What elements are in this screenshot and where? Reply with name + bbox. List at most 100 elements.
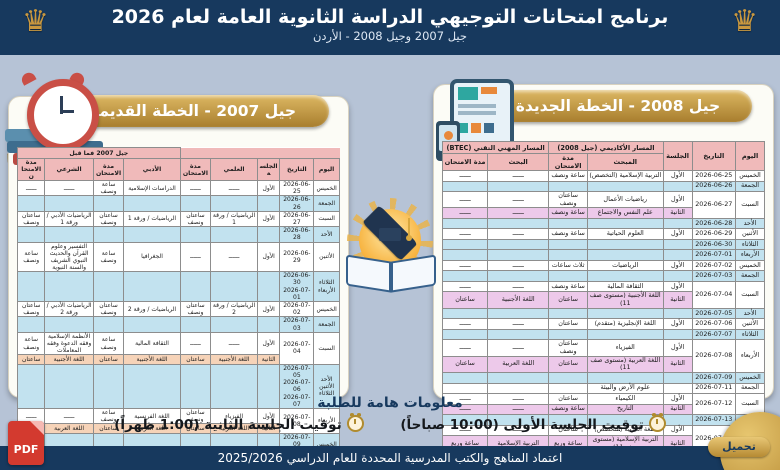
table-cell: الرياضيات / ورقة 2: [123, 300, 181, 318]
table-cell: 2026-07-07: [691, 328, 737, 341]
table-cell: ساعتان: [441, 355, 489, 374]
table-cell: الفيزياء: [210, 407, 258, 425]
table-cell: الجمعة: [313, 195, 340, 212]
table-cell: علوم الأرض والبيئة: [586, 382, 664, 394]
table-cell: اللغة الأجنبية: [210, 354, 258, 365]
table-cell: ساعتان ونصف: [548, 339, 588, 357]
table-cell: ساعتان: [548, 355, 588, 374]
table-row: الجمعة 2026-07-03: [16, 316, 340, 333]
table-cell: [123, 363, 181, 409]
table-cell: [441, 382, 489, 394]
table-cell: [586, 372, 664, 384]
table-row: الثانية التاريخ ساعة ونصف ــــــ ــــــ: [441, 403, 765, 415]
table-cell: 2026-06-30 2026-07-01: [279, 271, 315, 302]
table-cell: الأثنين: [735, 318, 765, 330]
table-cell: [16, 363, 46, 409]
table-cell: [441, 249, 489, 261]
table-cell: الثانية: [662, 291, 693, 309]
table-cell: الأحد: [735, 307, 765, 320]
column-header: المبحث: [586, 153, 664, 171]
column-header: جيل 2007 فما قبل: [17, 147, 181, 159]
table-cell: [210, 271, 258, 302]
table-cell: ــــــ: [210, 241, 258, 273]
table-cell: [256, 271, 281, 302]
table-cell: 2026-06-26: [691, 180, 737, 192]
table-cell: [123, 271, 181, 302]
table-cell: [586, 217, 664, 230]
table-cell: [487, 328, 550, 341]
table-cell: 2026-07-05: [691, 307, 737, 320]
table-cell: [16, 316, 46, 333]
crown-icon: ♛: [22, 4, 49, 39]
table-cell: رياضيات الأعمال: [586, 190, 664, 209]
table-cell: [441, 270, 489, 282]
table-cell: اللغة الفرنسية: [123, 407, 181, 425]
table-cell: الثانية: [662, 207, 693, 219]
pdf-file-icon[interactable]: PDF: [8, 421, 44, 465]
column-header: التاريخ: [279, 158, 315, 181]
table-cell: [441, 328, 489, 341]
graduation-logo-icon: [345, 198, 436, 294]
table-cell: الرياضيات الأدبي / ورقة 2: [44, 300, 94, 318]
table-row: الأربعاء 2026-07-08 الأول الفيزياء ساعتان ون…: [16, 407, 340, 434]
table-cell: الخميس: [735, 259, 765, 272]
table-cell: ــــــ: [487, 259, 550, 272]
table-cell: ساعة ونصف: [548, 170, 588, 182]
panel-gen-2008: جيل 2008 - الخطة الجديدة اليوم التاريخ الج…: [433, 79, 774, 453]
table-cell: [179, 363, 212, 409]
table-cell: ــــــ: [179, 241, 212, 273]
table-cell: ساعتان: [92, 354, 125, 365]
table-cell: [441, 307, 489, 320]
column-header: مدة الامتحان: [441, 153, 489, 171]
table-row: الجمعة 2026-06-26: [441, 180, 765, 192]
table-cell: ساعتان ونصف: [16, 300, 46, 318]
table-row: الأثنين 2026-06-29 الأول العلوم الحياتية ساع…: [441, 228, 765, 240]
table-cell: ــــــ: [487, 190, 550, 209]
table-cell: ــــــ: [487, 170, 550, 182]
table-cell: الخميس: [313, 300, 340, 318]
table-cell: [586, 180, 664, 192]
crown-icon: ♛: [731, 4, 758, 39]
table-cell: الأول: [256, 179, 281, 197]
table-cell: ساعتان: [16, 354, 46, 365]
table-cell: [548, 238, 588, 251]
table-cell: [662, 238, 693, 251]
table-cell: العلوم الحياتية: [586, 228, 664, 240]
table-cell: [441, 372, 489, 384]
table-cell: [256, 226, 281, 243]
table-cell: الأول: [662, 339, 693, 357]
table-row: الجمعة 2026-07-03: [441, 270, 765, 282]
table-cell: الجمعة: [735, 180, 765, 192]
table-cell: [586, 307, 664, 320]
table-row: الأحد 2026-07-05: [441, 307, 765, 320]
table-cell: الخميس: [735, 170, 765, 182]
table-cell: 2026-07-09: [691, 372, 737, 384]
header-row: المبحث مدة الامتحان البحث مدة الامتحان: [441, 153, 765, 171]
download-button[interactable]: تحميل: [708, 437, 770, 457]
table-cell: [16, 271, 46, 302]
table-row: الجمعة 2026-06-26: [16, 195, 340, 212]
table-cell: الأثنين: [735, 228, 765, 240]
column-header: الجلسة: [662, 141, 693, 171]
table-cell: ــــــ: [441, 318, 489, 330]
table-cell: الأربعاء: [735, 339, 765, 373]
table-cell: اللغة الأجنبية (مستوى صف 11): [586, 291, 664, 309]
table-cell: ساعتان: [179, 354, 212, 365]
table-cell: 2026-06-28: [279, 226, 315, 243]
table-cell: [548, 328, 588, 341]
table-row: الخميس 2026-06-25 الأول ــــــ ــــــ الدراسا…: [16, 179, 340, 197]
table-cell: ــــــ: [179, 179, 212, 197]
panel-gen-2007: جيل 2007 - الخطة القديمة جيل 2007 فما قب…: [5, 70, 349, 470]
table-cell: ساعتان: [441, 291, 489, 309]
table-cell: [44, 363, 94, 409]
table-cell: [487, 249, 550, 261]
table-row: الأحد الأثنين الثلاثاء 2026-07-05 2026-07…: [16, 363, 340, 409]
table-cell: الأول: [662, 259, 693, 272]
table-cell: [662, 180, 693, 192]
table-cell: [487, 270, 550, 282]
table-cell: الأحد: [313, 226, 340, 243]
table-cell: 2026-07-02: [279, 300, 315, 318]
table-cell: الثقافة المالية: [123, 331, 181, 356]
table-cell: ساعتان ونصف: [548, 190, 588, 209]
